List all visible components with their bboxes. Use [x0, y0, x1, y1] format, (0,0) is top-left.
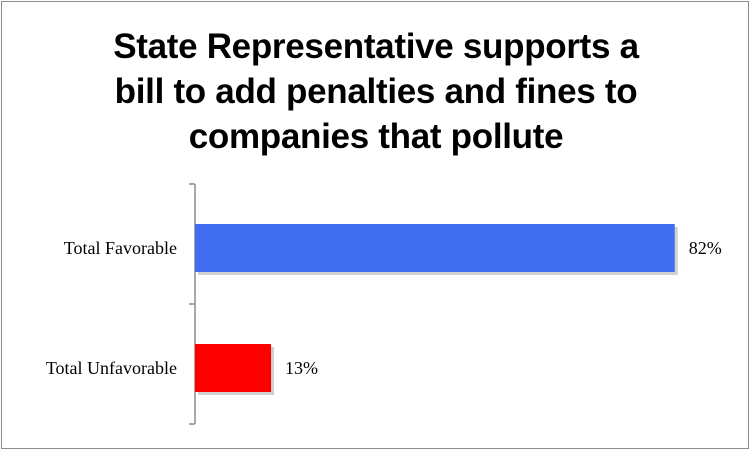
- category-label: Total Unfavorable: [46, 358, 177, 378]
- chart-title: State Representative supports a bill to …: [60, 24, 692, 159]
- chart-title-line-3: companies that pollute: [188, 117, 564, 156]
- chart-title-line-2: bill to add penalties and fines to: [114, 72, 638, 111]
- bar-total-unfavorable: [195, 344, 272, 392]
- chart-title-line-1: State Representative supports a: [113, 27, 639, 66]
- data-label: 82%: [689, 238, 722, 258]
- bar-total-favorable: [195, 224, 675, 272]
- data-label: 13%: [285, 358, 318, 378]
- category-label: Total Favorable: [64, 238, 177, 258]
